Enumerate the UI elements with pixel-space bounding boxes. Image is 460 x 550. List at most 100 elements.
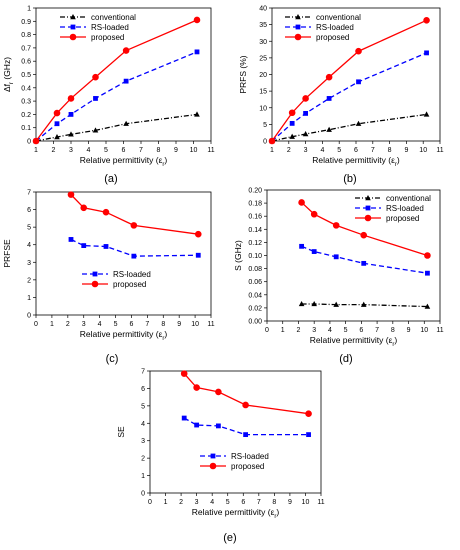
y-tick-label: 0.4 (21, 85, 31, 92)
data-point-rs (194, 422, 200, 428)
data-point-rs (216, 423, 221, 429)
y-tick-label: 0 (27, 139, 31, 146)
series-line-conventional (271, 113, 427, 142)
data-point-conventional (355, 120, 362, 126)
data-point-proposed (92, 73, 99, 81)
legend-label: RS-loaded (316, 23, 354, 32)
legend-marker-rs (365, 205, 371, 211)
y-axis-label: SE (116, 426, 126, 438)
data-point-rs (103, 244, 109, 249)
x-tick-label: 0 (34, 321, 38, 328)
data-point-conventional (423, 111, 430, 117)
y-tick-label: 0.08 (248, 266, 262, 273)
x-tick-label: 11 (436, 147, 443, 154)
y-tick-label: 1 (141, 473, 145, 480)
y-tick-label: 0.1 (21, 125, 31, 132)
data-point-rs (131, 253, 137, 259)
x-tick-label: 8 (157, 147, 161, 154)
legend-label: RS-loaded (386, 204, 424, 213)
x-tick-label: 8 (388, 147, 392, 154)
x-tick-label: 9 (288, 499, 292, 506)
data-point-conventional (333, 301, 339, 307)
series-line-proposed (271, 19, 427, 142)
subfigure-caption: (b) (343, 173, 356, 185)
y-tick-label: 0.04 (248, 292, 262, 299)
x-tick-label: 11 (436, 327, 443, 334)
data-point-rs (333, 254, 339, 260)
data-point-rs (68, 237, 74, 242)
legend-marker-rs (210, 453, 216, 459)
data-point-rs (356, 79, 361, 85)
data-point-proposed (180, 370, 188, 377)
data-point-proposed (325, 73, 333, 81)
x-tick-label: 10 (302, 499, 310, 506)
y-tick-label: 6 (141, 386, 145, 393)
series-line-rs (301, 245, 428, 274)
x-tick-label: 2 (52, 147, 56, 154)
y-tick-label: 0 (27, 313, 31, 320)
y-tick-label: 30 (259, 39, 267, 46)
x-tick-label: 6 (241, 499, 245, 506)
data-point-proposed (423, 17, 430, 24)
y-tick-label: 15 (259, 89, 267, 96)
y-tick-label: 0 (141, 491, 145, 498)
x-axis-label: Relative permittivity (εr) (312, 155, 400, 168)
x-axis-label: Relative permittivity (εr) (310, 335, 398, 348)
y-tick-label: 0.8 (21, 32, 31, 39)
legend-marker-proposed (209, 462, 217, 470)
data-point-conventional (424, 303, 431, 309)
x-tick-label: 4 (87, 147, 91, 154)
plot-frame (35, 191, 212, 316)
x-tick-label: 9 (177, 321, 181, 328)
series-line-rs (70, 238, 199, 257)
data-point-proposed (130, 222, 138, 229)
x-tick-label: 1 (50, 321, 54, 328)
x-tick-label: 9 (407, 327, 411, 334)
data-point-proposed (302, 95, 309, 102)
data-point-proposed (53, 109, 61, 117)
data-point-proposed (215, 388, 222, 396)
data-point-proposed (424, 252, 431, 259)
y-tick-label: 0.16 (248, 214, 262, 221)
legend-label: proposed (113, 280, 146, 289)
data-point-proposed (193, 384, 200, 391)
y-axis-label: S (GHz) (233, 240, 243, 271)
y-tick-label: 0.20 (248, 188, 262, 195)
x-tick-label: 4 (98, 321, 102, 328)
data-point-proposed (67, 95, 75, 102)
chart-b: 1 2 3 4 5 6 7 8 9 10 11 0 5 10 15 20 25 30 35 40 conventiona… (238, 6, 444, 186)
data-point-rs (194, 49, 200, 55)
y-tick-label: 0 (263, 139, 267, 146)
y-tick-label: 3 (141, 438, 145, 445)
legend-label: RS-loaded (231, 452, 269, 461)
y-tick-label: 0.12 (248, 240, 262, 247)
data-point-rs (361, 260, 367, 266)
legend-label: proposed (231, 462, 264, 471)
data-point-rs (303, 111, 308, 116)
x-tick-label: 2 (287, 147, 291, 154)
data-point-proposed (310, 210, 318, 218)
x-tick-label: 7 (139, 147, 143, 154)
data-point-rs (243, 432, 249, 438)
x-tick-label: 5 (226, 499, 230, 506)
x-tick-label: 8 (391, 327, 395, 334)
data-point-rs (425, 270, 430, 276)
series-line-rs (183, 417, 309, 436)
x-tick-label: 9 (174, 147, 178, 154)
chart-d: 0 1 2 3 4 5 6 7 8 9 10 11 0.00 0.02 0.04 0.06 0.08 0.10 0.… (233, 188, 444, 366)
series-line-rs (35, 51, 198, 142)
y-axis-label: Δfr (GHz) (2, 57, 15, 92)
chart-e: 0 1 2 3 4 5 6 7 8 9 10 1101234567RS-loadedproposedR… (116, 369, 325, 545)
legend-label: proposed (91, 33, 124, 42)
x-tick-label: 3 (82, 321, 86, 328)
y-tick-label: 0.00 (248, 319, 262, 326)
data-point-rs (68, 112, 74, 117)
x-tick-label: 1 (270, 147, 274, 154)
y-tick-label: 40 (259, 6, 267, 13)
x-axis-label: Relative permittivity (εr) (80, 155, 168, 168)
